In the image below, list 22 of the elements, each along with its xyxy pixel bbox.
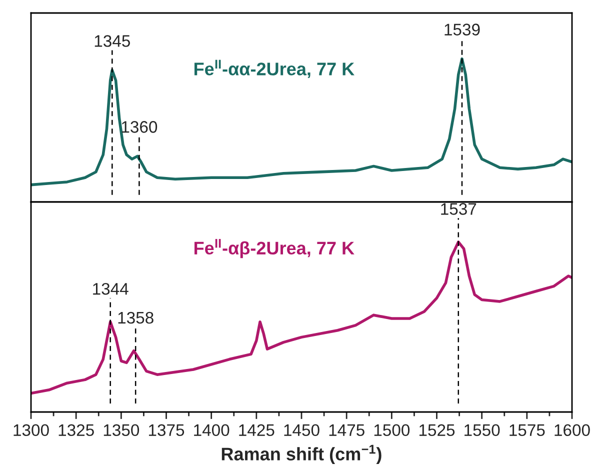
ref-line-label: 1360	[122, 121, 158, 133]
x-tick-label: 1475	[329, 424, 364, 436]
ref-line-label: 1537	[441, 203, 476, 215]
x-tick-label: 1375	[148, 424, 184, 436]
ref-line-label: 1539	[444, 24, 480, 36]
x-tick-label: 1525	[419, 424, 455, 436]
ref-line-label: 1358	[118, 312, 154, 324]
ref-line-label: 1344	[93, 282, 128, 295]
x-axis-title: Raman shift (cm$^{−1}$)	[222, 444, 382, 464]
ref-line-label: 1345	[94, 35, 130, 47]
x-tick-label: 1600	[554, 424, 590, 436]
x-tick-label: 1325	[58, 424, 94, 436]
x-tick-label: 1425	[239, 424, 274, 436]
x-tick-label: 1400	[194, 424, 230, 436]
x-tick-label: 1300	[14, 424, 49, 436]
text: Fe$^{II}$-αβ-2Urea, 77 K	[194, 238, 354, 258]
text: Fe$^{II}$-αα-2Urea, 77 K	[194, 60, 354, 78]
x-tick-label: 1575	[510, 424, 545, 436]
x-tick-label: 1350	[104, 424, 140, 436]
x-tick-label: 1550	[464, 424, 500, 436]
x-tick-label: 1450	[284, 424, 320, 436]
x-tick-label: 1500	[374, 424, 410, 436]
